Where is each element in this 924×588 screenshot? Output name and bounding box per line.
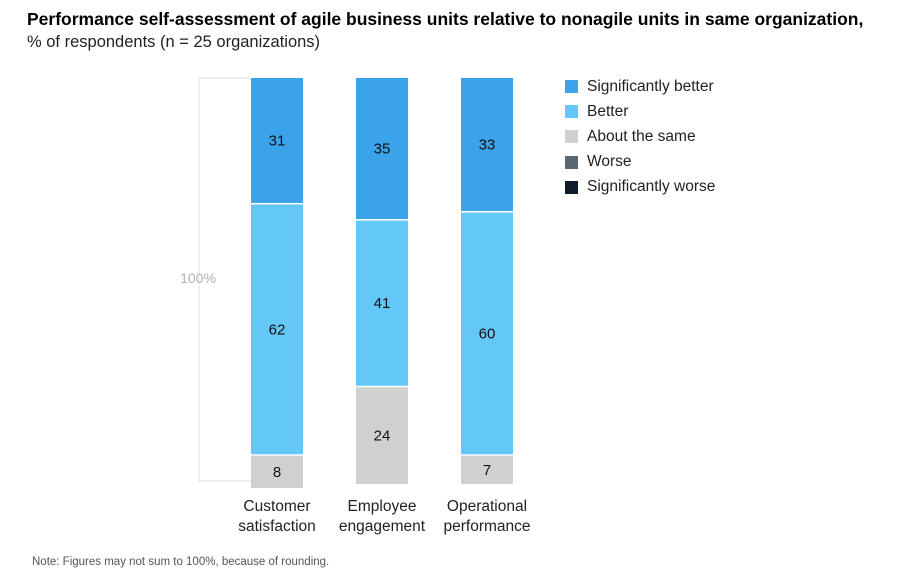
category-label: Operational (447, 498, 527, 515)
legend-item: Worse (565, 150, 715, 175)
legend-swatch (565, 105, 578, 119)
bar-segment (251, 78, 303, 203)
data-label: 62 (269, 321, 286, 338)
legend-label: Significantly worse (587, 178, 716, 196)
data-label: 35 (374, 141, 391, 158)
legend-item: Significantly worse (565, 175, 715, 200)
chart-legend: Significantly better Better About the same… (565, 74, 715, 200)
chart-subtitle: % of respondents (n = 25 organizations) (27, 33, 321, 51)
legend-swatch (565, 155, 578, 169)
legend-swatch (565, 180, 578, 194)
category-label: engagement (339, 518, 426, 535)
category-label: satisfaction (238, 518, 316, 535)
legend-label: Worse (587, 153, 632, 171)
category-label: Employee (348, 498, 417, 515)
legend-label: About the same (587, 127, 696, 145)
data-label: 31 (269, 132, 286, 149)
category-label: Customer (243, 498, 310, 515)
legend-label: Significantly better (587, 77, 714, 95)
data-label: 33 (479, 136, 496, 153)
legend-swatch (565, 130, 578, 144)
data-label: 41 (374, 295, 391, 312)
data-label: 60 (479, 325, 496, 342)
data-label: 24 (374, 428, 391, 445)
bar-segment (461, 212, 513, 455)
data-label: 8 (273, 464, 281, 481)
legend-swatch (565, 80, 578, 94)
data-label: 7 (483, 462, 491, 479)
bar-segment (461, 78, 513, 211)
chart-note: Note: Figures may not sum to 100%, becau… (32, 556, 330, 568)
category-label: performance (443, 518, 530, 535)
bar-segment (461, 455, 513, 484)
legend-item: About the same (565, 124, 715, 149)
bar-segment (251, 204, 303, 455)
chart-title: Performance self-assessment of agile bus… (27, 9, 864, 29)
total-bracket (198, 77, 251, 482)
bar-segment (356, 78, 408, 220)
legend-item: Significantly better (565, 74, 715, 99)
total-label: 100% (180, 270, 216, 286)
bar-segment (356, 220, 408, 386)
bar-segment (251, 455, 303, 489)
legend-item: Better (565, 99, 715, 124)
legend-label: Better (587, 102, 629, 120)
bar-segment (356, 387, 408, 484)
